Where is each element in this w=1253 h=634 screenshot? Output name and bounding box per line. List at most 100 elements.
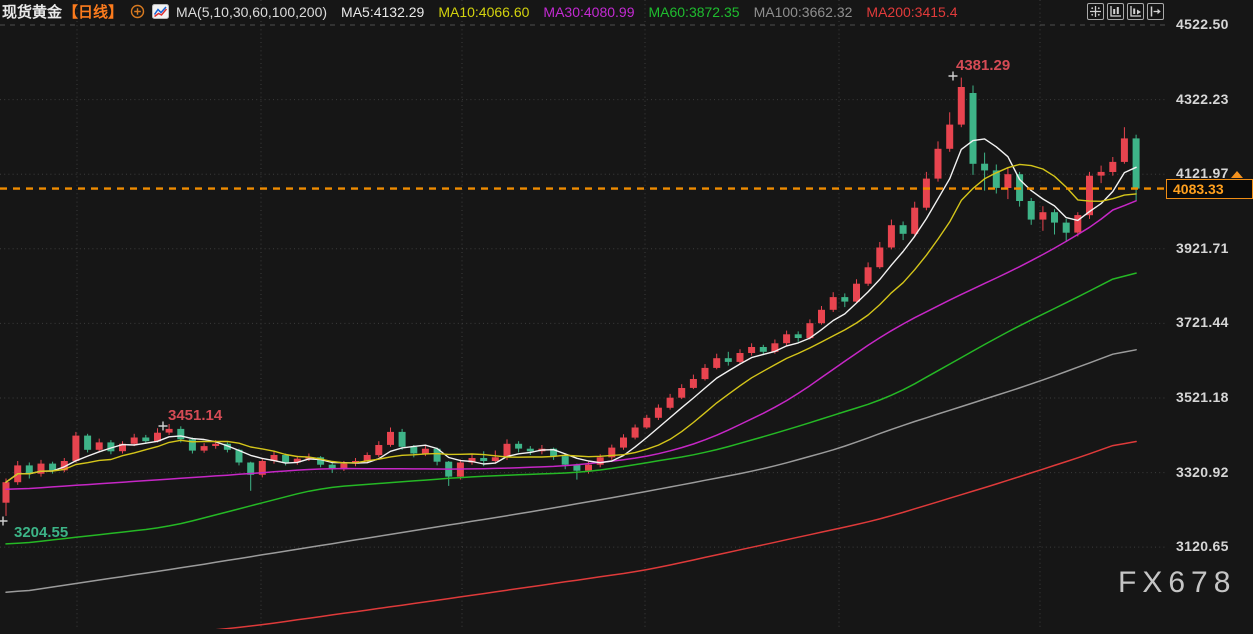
candle-body	[1039, 212, 1047, 220]
y-axis-label: 4522.50	[1176, 15, 1229, 32]
candle-body	[223, 443, 231, 450]
ma-value-5: MA200:3415.4	[866, 3, 958, 20]
candle-body	[620, 437, 627, 448]
move-tool-icon[interactable]	[1087, 3, 1104, 20]
candle-body	[37, 463, 45, 474]
candle-body	[794, 334, 802, 338]
ma60-line	[5, 272, 1137, 545]
candle-body	[550, 448, 558, 457]
candle-body	[876, 247, 884, 268]
candle-body	[759, 347, 767, 352]
candle-body	[293, 458, 301, 463]
candle-body	[410, 446, 418, 454]
candle-body	[165, 428, 173, 433]
period-label[interactable]: 【日线】	[63, 4, 124, 21]
candle-body	[72, 435, 80, 461]
candle-body	[573, 464, 581, 471]
candle-body	[328, 464, 336, 470]
mini-chart-icon[interactable]	[152, 4, 170, 19]
candle-body	[503, 443, 511, 458]
ma-value-4: MA100:3662.32	[753, 3, 853, 20]
y-axis-label: 3120.65	[1176, 538, 1229, 555]
candle-body	[398, 431, 406, 447]
candle-body	[561, 456, 569, 465]
candle-body	[515, 443, 523, 449]
candle-body	[1097, 171, 1105, 176]
last-price-tag: 4083.33	[1166, 178, 1253, 199]
candle-body	[25, 465, 33, 474]
candle-body	[433, 448, 441, 462]
plus-marker-icon	[0, 516, 8, 526]
candle-body	[678, 388, 686, 398]
candle-body	[841, 297, 849, 302]
candle-body	[480, 458, 488, 461]
candle-body	[643, 417, 651, 428]
chart-toolbar-icons	[1087, 3, 1164, 20]
candle-body	[911, 207, 919, 234]
low-annotation: 3204.55	[14, 524, 68, 541]
high-annotation: 3451.14	[168, 407, 223, 424]
grid-group	[0, 0, 1165, 629]
candle-body	[468, 458, 476, 463]
candle-body	[981, 163, 989, 171]
candle-body	[95, 442, 103, 450]
y-axis-label: 3921.71	[1176, 239, 1229, 256]
candle-body	[1027, 201, 1035, 220]
candle-body	[608, 447, 616, 458]
candle-body	[1086, 175, 1093, 216]
candle-body	[748, 347, 756, 353]
candle-body	[585, 464, 592, 471]
y-axis-label: 3721.44	[1176, 314, 1229, 331]
candle-body	[491, 457, 499, 461]
ma30-line	[5, 200, 1137, 490]
ma-lines-group	[5, 138, 1137, 634]
candle-body	[1004, 174, 1012, 188]
symbol-name[interactable]: 现货黄金	[2, 4, 63, 21]
candle-body	[654, 407, 662, 418]
candle-body	[957, 87, 965, 125]
price-up-arrow-icon	[1231, 170, 1243, 178]
candle-body	[235, 449, 243, 463]
plus-marker-icon	[158, 421, 168, 431]
candle-body	[829, 297, 837, 310]
ma10-line	[5, 163, 1137, 483]
candle-body	[188, 439, 196, 451]
candle-body	[934, 148, 942, 179]
candle-body	[1062, 222, 1070, 233]
candle-body	[154, 432, 161, 442]
candle-body	[177, 428, 185, 440]
candle-body	[596, 457, 604, 465]
chart-scale-icon[interactable]	[1107, 3, 1124, 20]
candle-body	[771, 343, 779, 352]
ma-value-2: MA30:4080.99	[543, 3, 635, 20]
high-annotation: 4381.29	[956, 57, 1010, 74]
collapse-right-icon[interactable]	[1147, 3, 1164, 20]
ma-value-3: MA60:3872.35	[648, 3, 740, 20]
candle-body	[864, 267, 872, 284]
y-axis-label: 3320.92	[1176, 463, 1229, 480]
candle-body	[853, 283, 860, 302]
ma-value-1: MA10:4066.60	[438, 3, 530, 20]
chart-forward-icon[interactable]	[1127, 3, 1144, 20]
candle-body	[375, 445, 383, 456]
candle-body	[212, 443, 220, 446]
candle-body	[340, 463, 348, 470]
candle-body	[631, 427, 639, 438]
candle-body	[899, 225, 907, 234]
candle-body	[282, 455, 290, 463]
candle-body	[1132, 138, 1140, 189]
ma200-line	[163, 440, 1137, 634]
candle-body	[305, 457, 313, 459]
add-indicator-icon[interactable]	[130, 4, 145, 19]
candle-body	[130, 437, 138, 444]
candle-body	[200, 446, 208, 451]
candle-body	[142, 437, 150, 442]
candle-body	[526, 448, 534, 452]
candle-body	[1074, 215, 1082, 233]
candle-body	[818, 309, 825, 324]
candle-body	[49, 463, 57, 471]
plus-marker-icon	[948, 71, 958, 81]
toolbar: 现货黄金 【日线】 MA(5,10,30,60,100,200) MA5:413…	[2, 0, 958, 23]
